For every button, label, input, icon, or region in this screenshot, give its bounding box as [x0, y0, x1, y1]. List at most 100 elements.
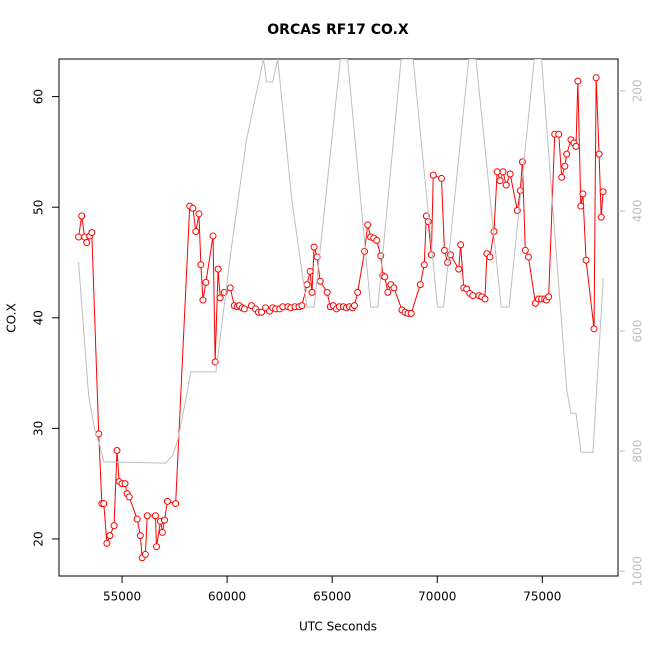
data-point: [599, 188, 607, 196]
data-point: [350, 302, 358, 310]
data-point: [258, 308, 266, 316]
data-point: [310, 243, 318, 251]
chart-title: ORCAS RF17 CO.X: [267, 22, 409, 38]
data-point: [590, 325, 598, 333]
data-point: [153, 543, 161, 551]
data-point: [192, 228, 200, 236]
data-point: [151, 512, 159, 520]
y2-tick-label: 200: [631, 79, 645, 102]
data-point: [373, 236, 381, 244]
data-point: [457, 241, 465, 249]
data-point: [83, 239, 91, 247]
data-point: [558, 173, 566, 181]
data-point: [521, 246, 529, 254]
data-point: [429, 171, 437, 179]
data-point: [172, 500, 180, 508]
data-point: [125, 493, 133, 501]
data-point: [582, 256, 590, 264]
y-tick-label: 30: [32, 421, 46, 436]
x-axis-label: UTC Seconds: [299, 620, 377, 634]
data-point: [524, 253, 532, 261]
x-tick-label: 65000: [313, 590, 351, 604]
y2-tick-label: 400: [631, 199, 645, 222]
y-tick-label: 40: [32, 310, 46, 325]
data-point: [136, 532, 144, 540]
data-point: [163, 497, 171, 505]
data-point: [496, 177, 504, 185]
data-point: [303, 281, 311, 289]
data-point: [106, 532, 114, 540]
data-point: [209, 232, 217, 240]
data-point: [78, 212, 86, 220]
data-point: [381, 273, 389, 281]
data-point: [88, 229, 96, 237]
data-point: [384, 288, 392, 296]
data-point: [455, 265, 463, 273]
data-point: [506, 170, 514, 178]
data-point: [574, 77, 582, 85]
x-tick-label: 75000: [523, 590, 561, 604]
series-line: [78, 77, 604, 559]
y2-tick-label: 800: [631, 440, 645, 463]
data-point: [481, 295, 489, 303]
data-point: [308, 288, 316, 296]
data-point: [113, 446, 121, 454]
data-point: [361, 247, 369, 255]
data-point: [306, 267, 314, 275]
data-point: [563, 150, 571, 158]
data-point: [572, 142, 580, 150]
data-point: [226, 284, 234, 292]
data-point: [121, 480, 129, 488]
x-tick-label: 60000: [208, 590, 246, 604]
data-point: [133, 515, 141, 523]
data-point: [195, 210, 203, 218]
data-point: [545, 293, 553, 301]
data-point: [364, 221, 372, 229]
plot-area: [75, 59, 607, 562]
data-point: [592, 74, 600, 82]
data-point: [143, 512, 151, 520]
data-point: [390, 284, 398, 292]
plot-frame: [58, 58, 619, 577]
data-point: [75, 233, 83, 241]
y-tick-label: 50: [32, 200, 46, 215]
y-tick-label: 20: [32, 531, 46, 546]
data-point: [158, 528, 166, 536]
data-point: [424, 218, 432, 226]
data-point: [502, 181, 510, 189]
data-point: [141, 550, 149, 558]
data-point: [499, 168, 507, 176]
x-tick-label: 55000: [103, 590, 141, 604]
x-tick-label: 70000: [418, 590, 456, 604]
data-point: [437, 174, 445, 182]
data-point: [160, 516, 168, 524]
data-point: [555, 130, 563, 138]
data-point: [110, 522, 118, 530]
data-point: [199, 296, 207, 304]
y-axis-label: CO.X: [5, 303, 19, 332]
data-point: [197, 261, 205, 269]
data-point: [427, 251, 435, 259]
data-point: [214, 265, 222, 273]
y2-tick-label: 1000: [631, 556, 645, 587]
y2-tick-label: 600: [631, 320, 645, 343]
y-tick-label: 60: [32, 89, 46, 104]
data-point: [216, 294, 224, 302]
data-point: [486, 253, 494, 261]
data-point: [240, 305, 248, 313]
data-point: [354, 288, 362, 296]
data-point: [407, 309, 415, 317]
data-point: [323, 288, 331, 296]
data-point: [493, 168, 501, 176]
data-point: [420, 261, 428, 269]
data-point: [577, 202, 585, 210]
data-point: [597, 213, 605, 221]
data-point: [561, 162, 569, 170]
data-point: [595, 150, 603, 158]
data-point: [298, 302, 306, 310]
data-point: [416, 281, 424, 289]
data-point: [316, 277, 324, 285]
data-point: [202, 278, 210, 286]
